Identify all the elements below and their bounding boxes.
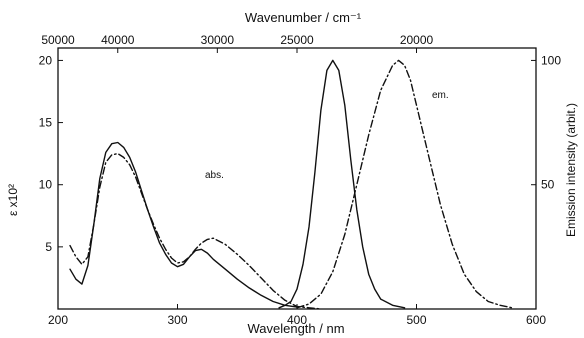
y-left-tick-label: 10 bbox=[39, 178, 53, 192]
x-axis-label: Wavelength / nm bbox=[247, 321, 344, 336]
series-group bbox=[69, 59, 513, 310]
y-axis-label-left: ε x10² bbox=[6, 184, 20, 216]
x-tick-label: 500 bbox=[406, 313, 426, 327]
top-tick-label: 20000 bbox=[400, 33, 434, 47]
series-line-2 bbox=[278, 59, 406, 309]
y-left-tick-label: 5 bbox=[45, 240, 52, 254]
top-tick-label: 30000 bbox=[201, 33, 235, 47]
series-line-1 bbox=[69, 141, 298, 308]
x-tick-label: 400 bbox=[287, 313, 307, 327]
series-line-4 bbox=[296, 59, 513, 309]
y-right-tick-label: 100 bbox=[541, 53, 561, 67]
annotation-abs: abs. bbox=[205, 170, 224, 181]
axis-ticks: 200 300 400 500 600 5 10 15 20 50 100 50000 40000 300… bbox=[39, 33, 562, 327]
x-tick-label: 600 bbox=[526, 313, 546, 327]
top-axis-label: Wavenumber / cm⁻¹ bbox=[245, 10, 362, 25]
x-tick-label: 200 bbox=[48, 313, 68, 327]
annotation-em: em. bbox=[432, 90, 449, 101]
top-tick-label: 40000 bbox=[101, 33, 135, 47]
x-tick-label: 300 bbox=[167, 313, 187, 327]
top-tick-label: 25000 bbox=[280, 33, 314, 47]
y-left-tick-label: 20 bbox=[39, 53, 53, 67]
series-line-3 bbox=[69, 152, 322, 310]
plot-area-border bbox=[57, 47, 537, 310]
y-right-tick-label: 50 bbox=[541, 178, 555, 192]
y-left-tick-label: 15 bbox=[39, 116, 53, 130]
plot-frame bbox=[57, 47, 537, 310]
top-tick-label: 50000 bbox=[41, 33, 75, 47]
y-axis-label-right: Emission intensity (arbit.) bbox=[564, 103, 578, 237]
